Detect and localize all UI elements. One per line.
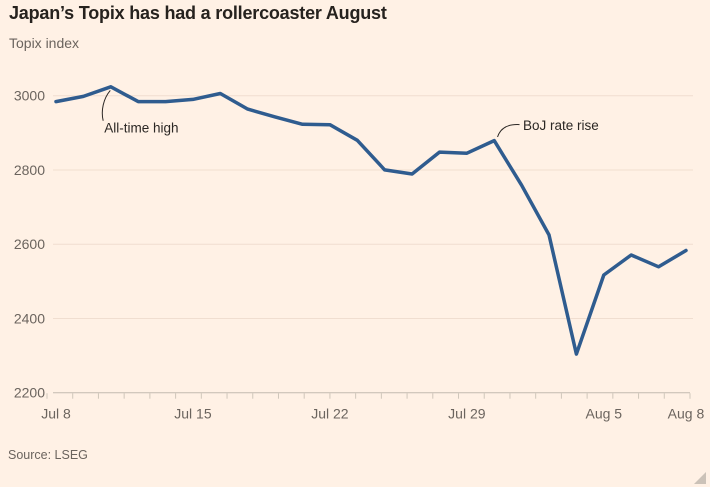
source-label: Source: LSEG [8,448,88,462]
x-axis-label: Aug 5 [586,406,623,422]
x-axis-label: Jul 8 [41,406,71,422]
x-axis-label: Jul 15 [174,406,212,422]
annotation-connector-boj-rate-rise [497,124,520,138]
y-axis-label: 3000 [14,88,45,104]
series-line [54,85,688,356]
chart-title: Japan’s Topix has had a rollercoaster Au… [9,3,387,23]
x-axis-label: Jul 29 [448,406,486,422]
annotation-connector-all-time-high [101,90,111,121]
y-axis-label: 2400 [14,310,45,326]
x-axis-label: Jul 22 [311,406,349,422]
y-axis-label: 2200 [14,385,45,401]
y-axis-label: 2800 [14,162,45,178]
x-axis-label: Aug 8 [668,406,705,422]
annotation-label-boj-rate-rise: BoJ rate rise [523,118,599,133]
annotation-label-all-time-high: All-time high [104,121,178,136]
chart-subtitle: Topix index [9,35,80,51]
y-axis-label: 2600 [14,236,45,252]
